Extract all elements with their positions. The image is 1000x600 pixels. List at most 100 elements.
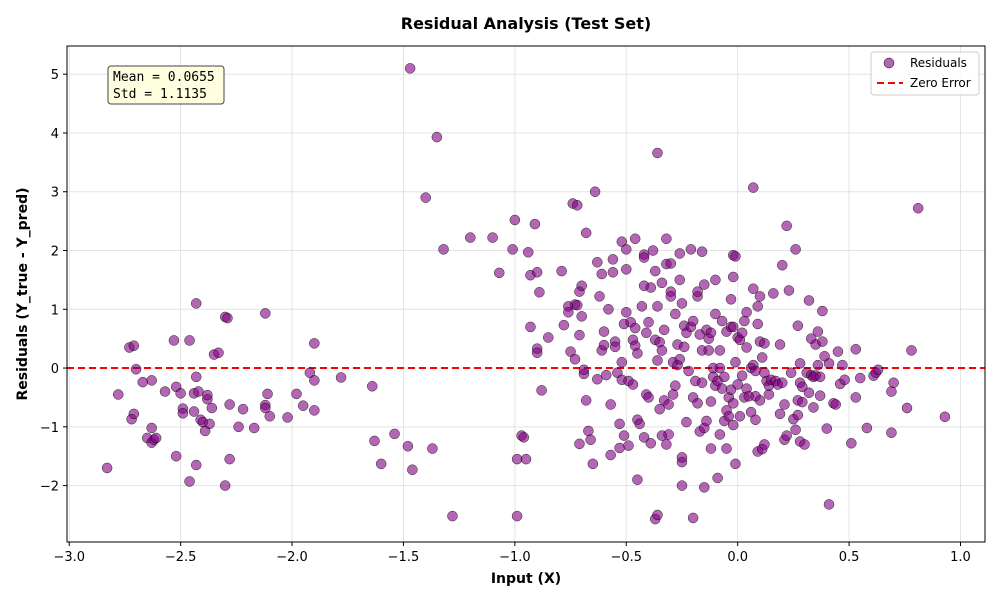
residual-point <box>678 341 690 353</box>
residual-point <box>727 271 739 283</box>
residual-point <box>576 280 587 292</box>
residual-point <box>184 335 195 346</box>
residual-point <box>543 332 554 343</box>
residual-point <box>623 440 634 451</box>
residual-point <box>803 295 815 306</box>
residual-point <box>571 200 583 211</box>
residual-point <box>335 372 347 383</box>
residual-point <box>487 232 498 243</box>
residual-point <box>665 258 677 269</box>
residual-point <box>589 186 601 197</box>
residual-point <box>776 377 788 388</box>
residual-point <box>520 453 532 465</box>
y-tick-label: 3 <box>51 186 59 201</box>
residual-point <box>750 365 761 377</box>
residual-point <box>607 267 619 278</box>
y-tick-label: 4 <box>51 127 59 142</box>
residual-point <box>375 458 387 470</box>
residual-point <box>803 387 815 398</box>
residual-point <box>797 396 808 408</box>
residual-point <box>783 285 795 296</box>
residual-point <box>222 312 233 324</box>
residual-point <box>605 399 616 410</box>
residual-point <box>710 274 721 286</box>
residual-point <box>190 459 202 471</box>
residual-point <box>797 381 808 393</box>
residual-point <box>558 319 570 331</box>
residual-point <box>616 356 628 368</box>
residual-point <box>146 422 157 434</box>
y-tick-label: 0 <box>51 362 59 377</box>
residual-point <box>260 402 271 414</box>
residual-point <box>509 214 521 226</box>
residual-point <box>739 315 750 327</box>
residual-point <box>609 341 621 353</box>
legend-marker-residuals <box>883 57 895 69</box>
chart-title: Residual Analysis (Test Set) <box>401 14 652 33</box>
residual-point <box>685 244 697 255</box>
residual-point <box>817 336 828 347</box>
residual-point <box>901 402 913 414</box>
residual-point <box>756 352 768 363</box>
residual-point <box>692 398 703 409</box>
residual-point <box>670 308 681 320</box>
x-tick-label: −3.0 <box>53 550 85 565</box>
residual-point <box>596 268 608 280</box>
residual-point <box>792 409 804 421</box>
residual-point <box>427 443 438 454</box>
residual-point <box>846 438 857 449</box>
residual-point <box>696 246 708 257</box>
residual-point <box>658 324 670 336</box>
residual-point <box>522 247 534 258</box>
residual-point <box>719 371 730 383</box>
x-tick-label: 1.0 <box>950 550 971 565</box>
residual-point <box>233 421 244 433</box>
residual-point <box>621 306 632 318</box>
residual-point <box>763 389 775 400</box>
residual-point <box>632 348 643 359</box>
residual-point <box>906 345 917 356</box>
residual-point <box>402 440 414 452</box>
residual-point <box>184 476 195 487</box>
x-axis-ticks: −3.0 −2.5 −2.0 −1.5 −1.0 −0.5 0.0 0.5 1.0 <box>53 542 971 565</box>
residual-point <box>912 202 924 214</box>
residual-point <box>812 326 824 337</box>
residual-point <box>600 369 612 381</box>
residual-point <box>687 315 699 327</box>
residual-point <box>716 383 728 394</box>
residual-point <box>652 355 663 366</box>
residual-point <box>587 458 599 470</box>
residual-point <box>569 353 581 365</box>
residual-point <box>309 338 320 349</box>
residual-point <box>159 386 171 397</box>
y-tick-label: −2 <box>40 480 59 495</box>
residual-point <box>511 453 523 465</box>
stats-mean: Mean = 0.0655 <box>113 70 215 85</box>
residual-point <box>643 392 654 403</box>
residual-point <box>130 363 142 375</box>
residual-point <box>748 182 759 193</box>
residual-point <box>696 377 708 388</box>
residual-point <box>407 464 418 475</box>
residual-point <box>592 257 603 268</box>
residual-point <box>638 252 650 263</box>
residual-point <box>681 416 692 428</box>
x-axis-label: Input (X) <box>491 571 561 587</box>
residual-point <box>146 375 157 386</box>
residual-point <box>614 442 625 454</box>
x-tick-label: 0.0 <box>727 550 748 565</box>
residual-point <box>752 301 763 312</box>
residual-point <box>723 410 735 422</box>
residual-point <box>607 254 619 265</box>
residual-point <box>790 244 801 255</box>
residual-point <box>645 438 657 449</box>
residual-point <box>578 364 590 376</box>
residual-point <box>598 326 610 337</box>
residual-point <box>531 347 543 359</box>
residual-point <box>861 422 873 434</box>
residual-point <box>262 388 273 400</box>
residual-point <box>705 327 717 339</box>
residual-point <box>206 402 218 414</box>
residual-point <box>727 419 739 431</box>
residual-point <box>736 370 748 381</box>
